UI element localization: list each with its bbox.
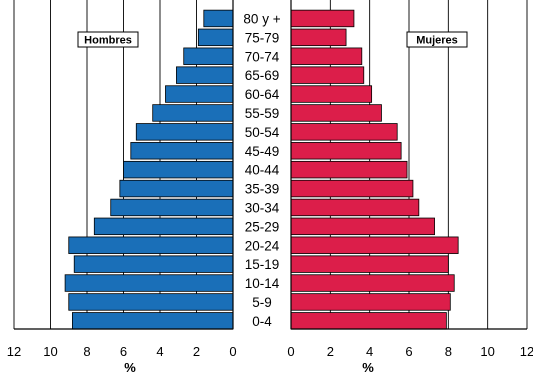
bar-mujeres-80y+ (291, 10, 354, 27)
age-group-label: 60-64 (245, 87, 280, 102)
tick-label-left: 10 (43, 344, 57, 359)
bar-mujeres-15-19 (291, 256, 448, 273)
bar-hombres-65-69 (176, 67, 233, 84)
age-group-label: 75-79 (245, 30, 280, 45)
legend-label-mujeres: Mujeres (416, 35, 458, 47)
age-group-label: 25-29 (245, 219, 280, 234)
tick-label-right: 10 (480, 344, 494, 359)
age-group-label: 65-69 (245, 68, 280, 83)
age-group-label: 30-34 (245, 200, 280, 215)
bar-mujeres-45-49 (291, 142, 401, 159)
tick-label-left: 8 (83, 344, 90, 359)
bar-hombres-50-54 (136, 124, 233, 141)
tick-label-right: 4 (366, 344, 373, 359)
bar-hombres-0-4 (72, 313, 233, 330)
bar-mujeres-10-14 (291, 275, 454, 292)
bar-hombres-60-64 (165, 86, 233, 103)
bar-hombres-25-29 (94, 218, 233, 235)
tick-label-left: 12 (7, 344, 21, 359)
age-group-label: 55-59 (245, 106, 280, 121)
age-group-label: 5-9 (252, 295, 272, 310)
bar-mujeres-65-69 (291, 67, 364, 84)
legend-label-hombres: Hombres (84, 35, 132, 47)
bar-hombres-20-24 (69, 237, 233, 254)
age-group-label: 70-74 (245, 49, 280, 64)
tick-label-right: 8 (445, 344, 452, 359)
bar-hombres-40-44 (124, 161, 234, 178)
age-group-label: 50-54 (245, 125, 280, 140)
tick-label-left: 6 (120, 344, 127, 359)
bar-mujeres-50-54 (291, 124, 397, 141)
x-axis-unit-right: % (362, 360, 374, 375)
age-group-label: 20-24 (245, 238, 280, 253)
bar-hombres-55-59 (153, 105, 233, 122)
bar-mujeres-5-9 (291, 294, 450, 311)
bar-mujeres-30-34 (291, 199, 419, 216)
tick-label-right: 6 (405, 344, 412, 359)
tick-label-left: 4 (156, 344, 163, 359)
age-group-label: 35-39 (245, 182, 280, 197)
age-group-label: 45-49 (245, 144, 280, 159)
bar-hombres-70-74 (184, 48, 233, 65)
labels: 80 y + 75-79 70-74 65-69 60-64 55-59 50-54 45-4… (243, 11, 280, 328)
bar-mujeres-35-39 (291, 180, 413, 197)
bar-mujeres-55-59 (291, 105, 381, 122)
tick-label-right: 12 (520, 344, 533, 359)
age-group-label: 40-44 (245, 163, 280, 178)
age-group-label: 80 y + (243, 11, 280, 26)
bar-hombres-45-49 (131, 142, 233, 159)
bar-mujeres-70-74 (291, 48, 362, 65)
bar-hombres-5-9 (69, 294, 233, 311)
bar-mujeres-0-4 (291, 313, 446, 330)
bar-hombres-30-34 (111, 199, 233, 216)
tick-label-right: 2 (327, 344, 334, 359)
tick-label-left: 2 (193, 344, 200, 359)
bar-mujeres-40-44 (291, 161, 407, 178)
tick-label-right: 0 (287, 344, 294, 359)
bar-hombres-75-79 (198, 29, 233, 46)
bar-hombres-10-14 (65, 275, 233, 292)
bar-mujeres-25-29 (291, 218, 435, 235)
x-axis-unit-left: % (124, 360, 136, 375)
bar-mujeres-20-24 (291, 237, 458, 254)
bar-mujeres-75-79 (291, 29, 346, 46)
tick-label-left: 0 (229, 344, 236, 359)
bar-hombres-80y+ (204, 10, 233, 27)
bar-hombres-35-39 (120, 180, 233, 197)
age-group-label: 15-19 (245, 257, 280, 272)
age-group-label: 0-4 (252, 314, 272, 329)
bar-hombres-15-19 (74, 256, 233, 273)
age-group-label: 10-14 (245, 276, 280, 291)
bar-mujeres-60-64 (291, 86, 372, 103)
